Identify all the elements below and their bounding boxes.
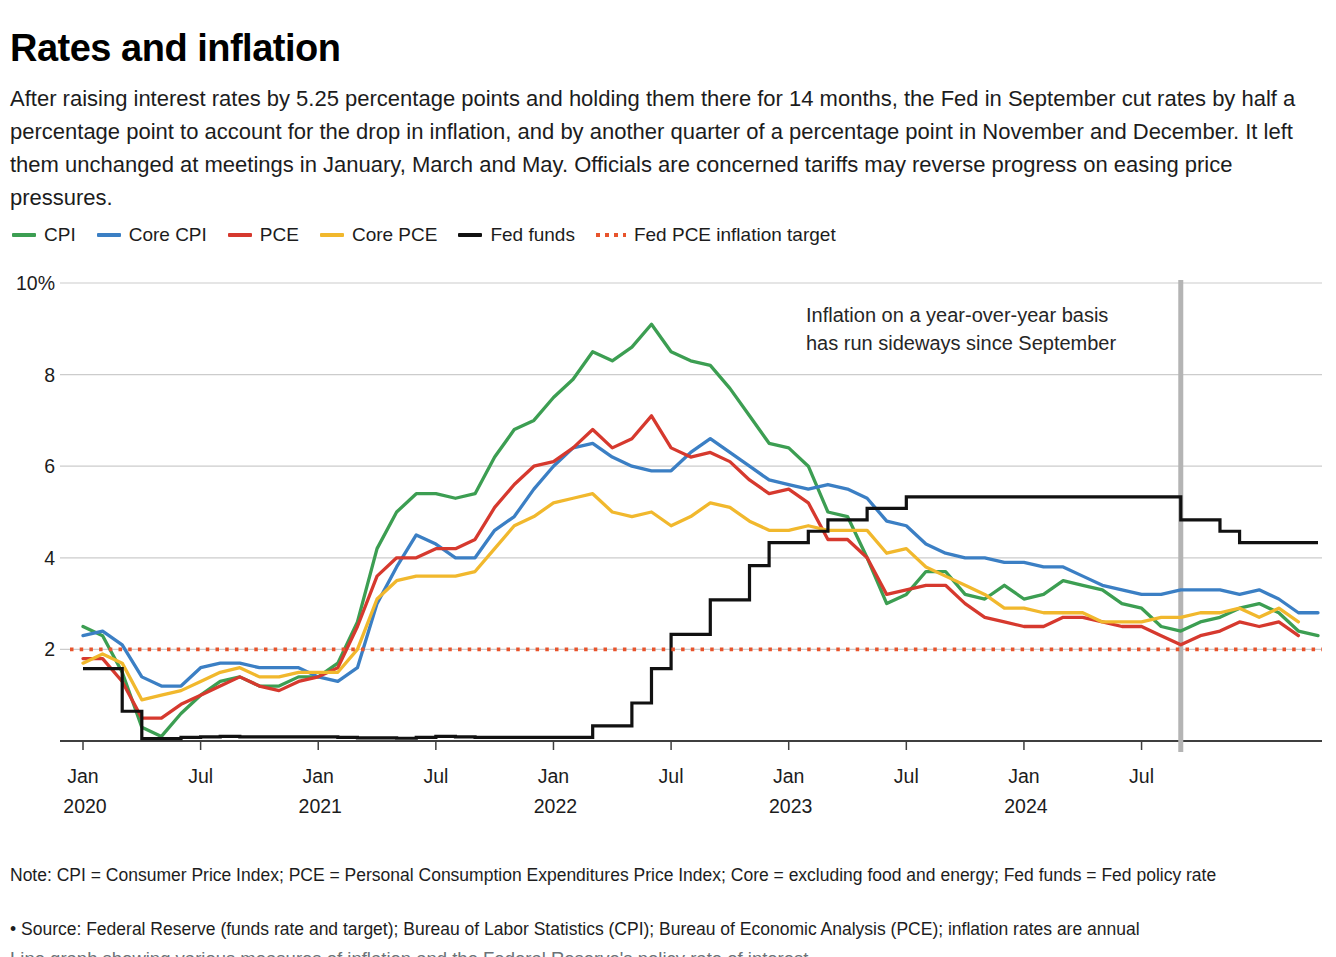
- x-axis-tick-label: Jul: [659, 765, 684, 787]
- x-axis-year-label: 2021: [299, 795, 342, 817]
- x-axis-tick-label: Jul: [423, 765, 448, 787]
- fed-funds-line: [83, 497, 1318, 739]
- x-axis-year-label: 2020: [63, 795, 107, 817]
- cpi-line: [83, 324, 1318, 736]
- y-axis-tick-label: 6: [44, 455, 55, 477]
- y-axis-tick-label: 8: [44, 364, 55, 386]
- page: Rates and inflation After raising intere…: [0, 0, 1336, 957]
- inflation-chart: 10% 8 6 4 2 Jan 2020 Jul Jan 2021 Jul Jan 2022 Jul Jan…: [0, 0, 1336, 957]
- x-axis-year-label: 2024: [1004, 795, 1048, 817]
- x-axis-tick-label: Jan: [773, 765, 804, 787]
- x-axis-tick-label: Jan: [303, 765, 334, 787]
- y-axis-tick-label: 4: [44, 547, 55, 569]
- chart-annotation: Inflation on a year-over-year basis: [806, 304, 1108, 326]
- x-axis-tick-label: Jul: [1129, 765, 1154, 787]
- x-axis-tick-label: Jul: [894, 765, 919, 787]
- x-axis-tick-label: Jul: [188, 765, 213, 787]
- pce-line: [83, 416, 1298, 718]
- note-text: Note: CPI = Consumer Price Index; PCE = …: [10, 862, 1330, 889]
- x-axis-tick-label: Jan: [538, 765, 569, 787]
- x-axis-tick-label: Jan: [67, 765, 98, 787]
- caption-text: Line graph showing various measures of i…: [10, 946, 1330, 957]
- x-axis-tick-label: Jan: [1008, 765, 1039, 787]
- x-axis-year-label: 2022: [534, 795, 577, 817]
- source-text: • Source: Federal Reserve (funds rate an…: [10, 917, 1330, 942]
- y-axis-tick-label: 2: [44, 638, 55, 660]
- chart-annotation: has run sideways since September: [806, 332, 1116, 354]
- x-axis-year-label: 2023: [769, 795, 812, 817]
- y-axis-tick-label: 10%: [16, 272, 55, 294]
